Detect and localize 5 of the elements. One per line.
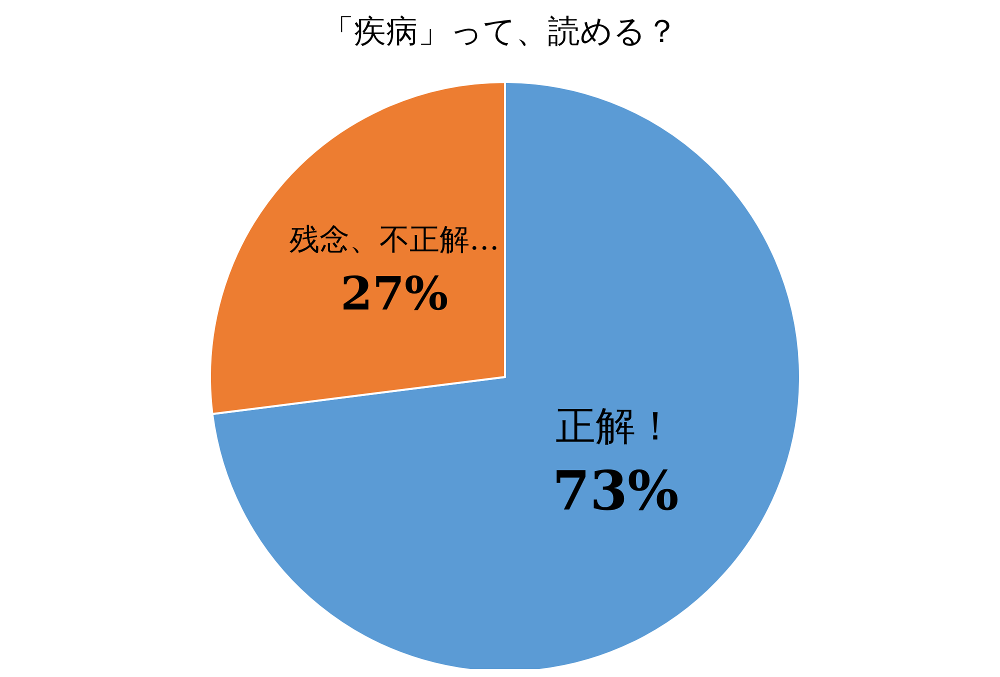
slice-label: 残念、不正解… xyxy=(289,222,500,258)
slice-label: 正解！ xyxy=(556,404,676,450)
chart-title: 「疾病」って、読める？ xyxy=(322,12,678,50)
data-label: 27% xyxy=(340,266,448,320)
data-label: 73% xyxy=(552,458,679,523)
